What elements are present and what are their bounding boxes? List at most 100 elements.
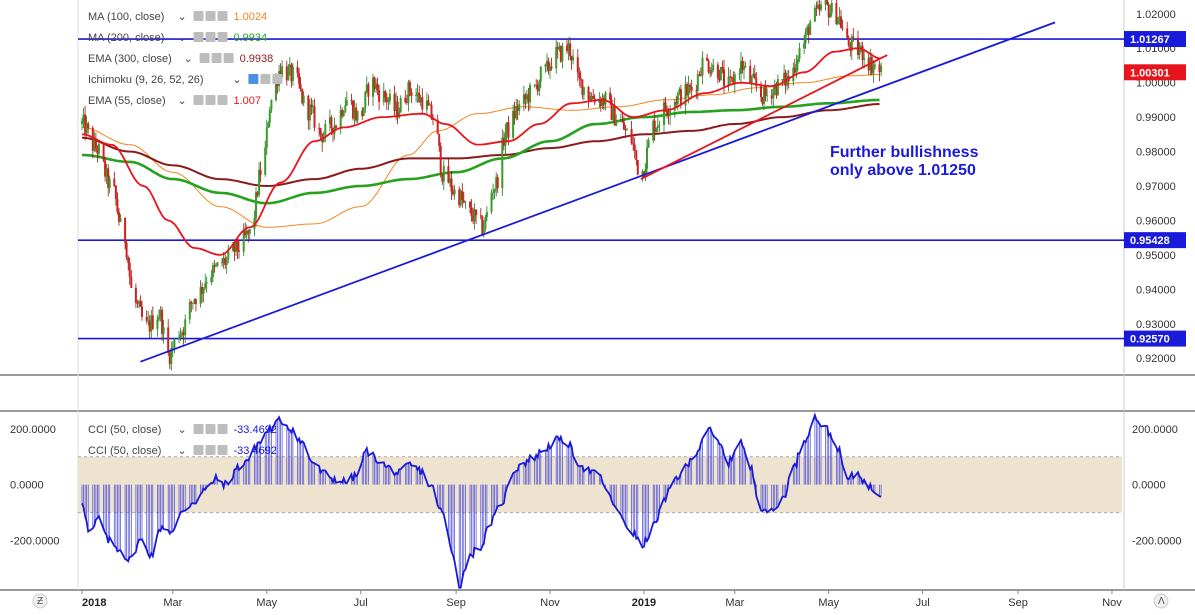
gear-icon[interactable] <box>205 445 216 455</box>
gear-icon[interactable] <box>205 95 216 105</box>
eye-icon[interactable] <box>193 445 204 455</box>
gear-icon[interactable] <box>205 32 216 42</box>
candle-body <box>752 73 755 78</box>
candle-body <box>712 64 715 71</box>
chevron-down-icon[interactable]: ⌄ <box>232 74 241 86</box>
level-price-badge-text: 1.01267 <box>1130 34 1170 46</box>
candle-body <box>727 76 730 86</box>
cci-legend-row[interactable]: CCI (50, close) ⌄ -33.4692 <box>88 445 277 457</box>
main-legend-row[interactable]: Ichimoku (9, 26, 52, 26) ⌄ <box>88 74 283 86</box>
eye-icon[interactable] <box>193 32 204 42</box>
candle-body <box>716 64 719 79</box>
candle-body <box>168 352 171 365</box>
gear-icon[interactable] <box>260 74 271 84</box>
candle-body <box>701 57 704 76</box>
candle-body <box>753 73 756 79</box>
candle-body <box>505 122 508 134</box>
candle-body <box>256 192 259 196</box>
close-icon[interactable] <box>217 424 228 434</box>
candle-body <box>376 83 379 91</box>
chevron-down-icon[interactable]: ⌄ <box>178 11 187 23</box>
candle-body <box>147 320 150 322</box>
main-legend-row[interactable]: MA (200, close) ⌄ 0.9934 <box>88 32 267 44</box>
candle-body <box>418 92 421 103</box>
legend-indicator-name: MA (100, close) <box>88 11 164 23</box>
price-tick-label: 1.02000 <box>1136 9 1176 21</box>
eye-icon[interactable] <box>248 74 259 84</box>
gear-icon[interactable] <box>205 424 216 434</box>
cci-legend-row[interactable]: CCI (50, close) ⌄ -33.4692 <box>88 424 277 436</box>
candle-body <box>408 82 411 93</box>
candle-body <box>863 57 866 60</box>
candle-body <box>150 315 153 332</box>
candle-body <box>475 209 478 216</box>
chevron-down-icon[interactable]: ⌄ <box>178 32 187 44</box>
candle-body <box>470 207 473 216</box>
chevron-down-icon[interactable]: ⌄ <box>178 424 187 436</box>
candle-body <box>268 109 271 123</box>
time-tick-label: Mar <box>163 597 182 609</box>
close-icon[interactable] <box>217 445 228 455</box>
candle-body <box>102 144 105 161</box>
time-tick-label: Sep <box>446 597 466 609</box>
candle-body <box>743 66 745 70</box>
close-icon[interactable] <box>217 11 228 21</box>
major-trendline[interactable] <box>140 21 1056 363</box>
candle-body <box>270 100 273 110</box>
gear-icon[interactable] <box>205 11 216 21</box>
candle-body <box>372 77 374 97</box>
candle-body <box>803 43 806 49</box>
ma-100-line <box>81 73 880 228</box>
candle-body <box>416 92 419 96</box>
main-legend-row[interactable]: MA (100, close) ⌄ 1.0024 <box>88 11 267 23</box>
candle-body <box>108 178 111 189</box>
candle-body <box>676 93 679 105</box>
candle-body <box>134 287 137 303</box>
candle-body <box>247 230 250 234</box>
eye-icon[interactable] <box>193 424 204 434</box>
chevron-down-icon[interactable]: ⌄ <box>178 445 187 457</box>
close-icon[interactable] <box>272 74 283 84</box>
ema-55-line <box>81 47 880 256</box>
chevron-down-icon[interactable]: ⌄ <box>178 95 187 107</box>
candle-body <box>621 120 624 122</box>
candle-body <box>202 288 205 294</box>
candle-body <box>807 27 810 35</box>
close-icon[interactable] <box>223 53 234 63</box>
main-legend-row[interactable]: EMA (55, close) ⌄ 1.007 <box>88 95 261 107</box>
candle-body <box>861 45 864 60</box>
eye-icon[interactable] <box>193 95 204 105</box>
chevron-down-icon[interactable]: ⌄ <box>184 53 193 65</box>
candle-body <box>804 32 807 44</box>
candle-body <box>624 129 627 131</box>
eye-icon[interactable] <box>193 11 204 21</box>
close-icon[interactable] <box>217 95 228 105</box>
candle-body <box>602 97 605 105</box>
candle-body <box>829 12 832 18</box>
candle-body <box>507 122 510 138</box>
candle-body <box>493 189 496 193</box>
eye-icon[interactable] <box>199 53 210 63</box>
candle-body <box>630 129 633 144</box>
candle-body <box>749 65 752 84</box>
zoom-reset-button[interactable] <box>32 593 48 609</box>
candle-body <box>473 209 476 222</box>
candle-body <box>151 315 154 329</box>
candle-body <box>311 106 314 108</box>
gear-icon[interactable] <box>211 53 222 63</box>
auto-scale-button[interactable] <box>1153 593 1169 609</box>
candle-body <box>549 66 551 71</box>
close-icon[interactable] <box>217 32 228 42</box>
candle-body <box>733 74 736 85</box>
candle-body <box>201 286 204 294</box>
candle-body <box>410 92 413 97</box>
chart-annotation[interactable]: only above 1.01250 <box>830 162 976 179</box>
candle-body <box>275 81 277 100</box>
candle-body <box>524 94 527 100</box>
candle-body <box>653 120 656 133</box>
chart-annotation[interactable]: Further bullishness <box>830 144 979 161</box>
candle-body <box>516 106 519 111</box>
main-legend-row[interactable]: EMA (300, close) ⌄ 0.9938 <box>88 53 273 65</box>
candle-body <box>664 102 667 110</box>
minor-trendline[interactable] <box>640 54 888 180</box>
